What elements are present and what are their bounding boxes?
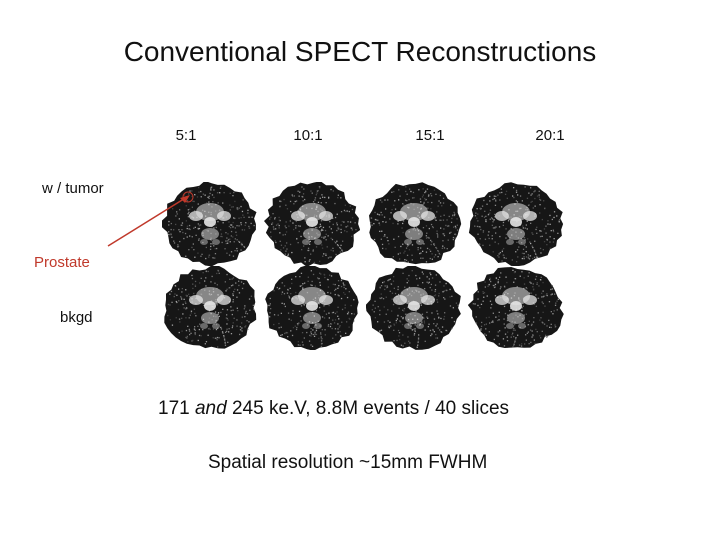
- spect-slice-image: [468, 182, 564, 266]
- spect-slice-image: [468, 267, 564, 348]
- ratio-label-15: 15:1: [415, 127, 445, 144]
- image-grid: [160, 180, 564, 356]
- spect-slice-image: [366, 266, 461, 350]
- spect-slice-image: [369, 182, 462, 265]
- row-label-tumor: w / tumor: [42, 180, 104, 197]
- spect-slice-image: [264, 182, 360, 266]
- caption-energy: 171 and 245 ke.V, 8.8M events / 40 slice…: [158, 398, 509, 420]
- spect-slice-image: [164, 266, 257, 349]
- caption-resolution: Spatial resolution ~15mm FWHM: [208, 452, 488, 473]
- ratio-label-5: 5:1: [175, 127, 197, 144]
- ratio-label-10: 10:1: [293, 127, 323, 144]
- row-label-prostate: Prostate: [34, 254, 90, 271]
- spect-slice-image: [162, 182, 257, 266]
- caption-energy-suffix: 245 ke.V, 8.8M events / 40 slices: [226, 398, 510, 419]
- row-label-bkgd: bkgd: [60, 309, 93, 326]
- slide-title: Conventional SPECT Reconstructions: [123, 36, 597, 67]
- caption-energy-italic: and: [194, 398, 227, 419]
- spect-slice-image: [265, 266, 359, 350]
- caption-energy-prefix: 171: [158, 398, 195, 419]
- ratio-label-20: 20:1: [535, 127, 565, 144]
